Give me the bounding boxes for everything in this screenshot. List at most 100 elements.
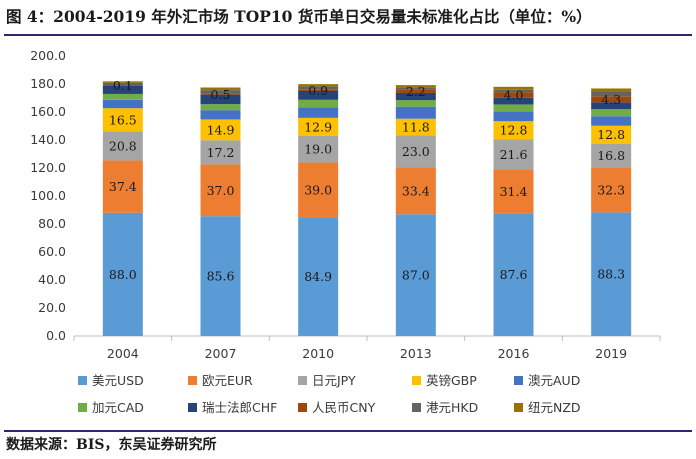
bar-segment	[200, 140, 241, 165]
data-label: 12.8	[500, 123, 528, 138]
bar-segment	[493, 139, 534, 170]
data-label: 17.2	[207, 145, 235, 160]
bar-segment	[591, 125, 632, 144]
data-label: 4.0	[504, 87, 524, 102]
bar-segment	[200, 87, 241, 91]
y-tick-label: 100.0	[30, 188, 66, 203]
legend-label: 人民币CNY	[312, 400, 376, 415]
data-label: 23.0	[402, 144, 430, 159]
data-label: 12.8	[597, 127, 625, 142]
bar-segment	[200, 119, 241, 141]
data-label: 33.4	[402, 183, 430, 198]
y-tick-label: 160.0	[30, 104, 66, 119]
data-label: 16.8	[597, 148, 625, 163]
stacked-bar-chart: 0.0 20.0 40.0 60.0 80.0 100.0 120.0 140.0 160.0 1…	[30, 48, 661, 415]
data-labels: 88.0 37.4 20.8 16.5 0.1 85.6 37.0 17.2 14.9 0.5 84…	[109, 78, 625, 284]
bar-segment	[493, 111, 534, 122]
y-tick-label: 120.0	[30, 160, 66, 175]
legend-swatch	[298, 376, 307, 385]
bar-segment	[591, 96, 632, 103]
figure-title: 图 4：2004-2019 年外汇市场 TOP10 货币单日交易量未标准化占比（…	[6, 7, 592, 26]
legend-swatch	[78, 376, 87, 385]
bar-segment	[395, 167, 436, 215]
x-category-label: 2004	[107, 346, 139, 361]
legend-label: 欧元EUR	[202, 373, 253, 388]
bar-segment	[200, 93, 241, 95]
legend-item: 澳元AUD	[514, 373, 580, 388]
legend-swatch	[188, 376, 197, 385]
data-label: 21.6	[500, 147, 528, 162]
legend-item: 瑞士法郎CHF	[188, 400, 277, 415]
data-label: 0.1	[113, 78, 133, 93]
bar-segment	[298, 91, 339, 100]
bar-segment	[591, 102, 632, 110]
data-label: 87.6	[500, 267, 528, 282]
bar-segment	[395, 214, 436, 336]
bar-stacks	[102, 81, 632, 336]
y-tick-label: 40.0	[38, 272, 66, 287]
legend-item: 欧元EUR	[188, 373, 253, 388]
bar-segment	[102, 131, 143, 161]
bar-segment	[395, 135, 436, 168]
data-label: 88.3	[597, 267, 625, 282]
y-tick-label: 60.0	[38, 244, 66, 259]
bar-segment	[102, 108, 143, 132]
legend-item: 港元HKD	[412, 400, 478, 415]
title-rule	[4, 34, 692, 36]
data-label: 14.9	[207, 122, 235, 137]
legend-item: 美元USD	[78, 373, 144, 388]
legend-label: 港元HKD	[426, 400, 478, 415]
bar-segment	[298, 162, 339, 218]
y-tick-label: 20.0	[38, 300, 66, 315]
bar-segment	[200, 104, 241, 111]
legend-item: 纽元NZD	[514, 400, 581, 415]
legend-item: 加元CAD	[78, 400, 144, 415]
x-category-label: 2013	[400, 346, 432, 361]
data-label: 88.0	[109, 267, 137, 282]
y-tick-label: 180.0	[30, 76, 66, 91]
x-axis: 2004 2007 2010 2013 2016 2019	[73, 335, 661, 361]
x-category-label: 2016	[498, 346, 530, 361]
data-label: 19.0	[304, 142, 332, 157]
data-label: 2.2	[406, 84, 426, 99]
bar-segment	[493, 121, 534, 140]
bar-segment	[200, 94, 241, 105]
bar-segment	[102, 212, 143, 336]
bar-segment	[298, 86, 339, 90]
bar-segment	[395, 106, 436, 119]
bar-segment	[298, 217, 339, 336]
data-label: 0.9	[308, 83, 328, 98]
data-label: 37.0	[207, 183, 235, 198]
bar-segment	[591, 116, 632, 126]
y-axis: 0.0 20.0 40.0 60.0 80.0 100.0 120.0 140.0 160.0 1…	[30, 48, 66, 343]
data-label: 32.3	[597, 182, 625, 197]
data-label: 85.6	[207, 269, 235, 284]
bar-segment	[493, 86, 534, 90]
data-label: 31.4	[500, 184, 528, 199]
legend-label: 瑞士法郎CHF	[202, 400, 277, 415]
data-label: 37.4	[109, 179, 137, 194]
bar-segment	[395, 89, 436, 93]
legend-item: 日元JPY	[298, 373, 356, 388]
data-label: 11.8	[402, 119, 430, 134]
bar-segment	[395, 87, 436, 90]
x-category-label: 2010	[302, 346, 334, 361]
legend-swatch	[514, 376, 523, 385]
bar-segment	[298, 135, 339, 163]
y-tick-label: 200.0	[30, 48, 66, 63]
bar-segment	[298, 117, 339, 136]
legend-label: 日元JPY	[312, 373, 356, 388]
legend-label: 加元CAD	[92, 400, 144, 415]
bar-segment	[493, 213, 534, 336]
data-label: 16.5	[109, 112, 137, 127]
bar-segment	[493, 89, 534, 93]
bar-segment	[493, 104, 534, 112]
bar-segment	[200, 90, 241, 94]
bar-segment	[298, 107, 339, 118]
bar-segment	[102, 82, 143, 86]
data-label: 0.5	[211, 87, 231, 102]
bar-segment	[493, 169, 534, 214]
x-category-label: 2019	[595, 346, 627, 361]
bar-segment	[102, 81, 143, 83]
bar-segment	[395, 118, 436, 136]
